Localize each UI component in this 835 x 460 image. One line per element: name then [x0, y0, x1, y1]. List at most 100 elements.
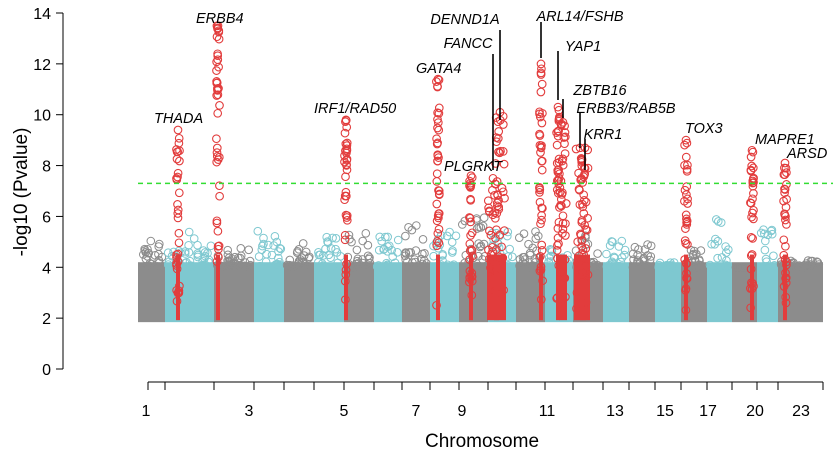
snp-point	[467, 276, 477, 286]
snp-point	[781, 215, 790, 225]
baseline-band	[430, 318, 459, 323]
snp-point	[341, 265, 351, 275]
locus-label-zbtb16: ZBTB16	[572, 83, 627, 99]
lead-snp-point	[780, 158, 790, 168]
locus-arl14-fshb-points	[535, 59, 547, 321]
snp-point	[298, 239, 308, 248]
snp-point	[561, 292, 570, 302]
snp-point	[552, 140, 562, 150]
snp-point	[580, 272, 590, 281]
snp-point	[559, 133, 569, 142]
snp-point	[554, 239, 563, 249]
locus-gata4-points	[432, 74, 444, 321]
snp-point	[466, 194, 475, 204]
snp-point	[531, 227, 540, 236]
locus-dense-band	[783, 254, 787, 321]
locus-label-erbb4: ERBB4	[196, 11, 244, 27]
snp-point	[323, 237, 332, 246]
snp-point	[331, 234, 341, 243]
snp-point	[688, 250, 698, 260]
snp-point	[341, 146, 350, 156]
snp-point	[681, 285, 690, 295]
snp-point	[223, 256, 232, 266]
snp-point	[583, 270, 593, 280]
snp-point	[746, 165, 756, 175]
snp-point	[708, 262, 718, 272]
baseline-band	[732, 318, 757, 323]
snp-point	[748, 279, 757, 288]
lead-snp-point	[558, 117, 568, 127]
snp-point	[496, 257, 506, 267]
snp-point	[780, 185, 790, 194]
snp-point	[782, 220, 791, 229]
snp-point	[299, 251, 309, 260]
snp-point	[383, 260, 392, 270]
snp-point	[184, 241, 193, 250]
snp-point	[617, 236, 627, 246]
snp-point	[474, 222, 484, 232]
snp-point	[741, 263, 751, 272]
snp-point	[374, 245, 384, 255]
lead-snp-point	[173, 125, 183, 135]
snp-point	[333, 258, 343, 268]
snp-point	[762, 257, 771, 267]
snp-point	[537, 240, 547, 250]
snp-point	[680, 140, 689, 150]
lead-snp-point	[553, 102, 563, 112]
snp-point	[628, 249, 638, 259]
snp-point	[520, 255, 530, 264]
dense-band	[655, 262, 681, 322]
snp-point	[173, 209, 183, 218]
chromosome-11-points	[458, 213, 490, 323]
snp-point	[230, 252, 240, 262]
snp-point	[270, 232, 280, 241]
snp-point	[494, 252, 504, 262]
x-tick-label-chr-3: 3	[245, 403, 254, 420]
snp-point	[536, 251, 545, 261]
lead-snp-point	[213, 21, 223, 31]
snp-point	[493, 190, 502, 199]
snp-point	[212, 143, 222, 153]
snp-point	[465, 273, 475, 283]
snp-point	[173, 200, 182, 209]
snp-point	[781, 241, 790, 251]
snp-point	[781, 292, 791, 302]
snp-point	[537, 64, 546, 74]
snp-point	[779, 235, 789, 245]
baseline-band	[655, 318, 681, 323]
locus-label-erbb3-rab5b: ERBB3/RAB5B	[576, 101, 675, 117]
snp-point	[552, 185, 562, 195]
snp-point	[282, 260, 292, 270]
snp-point	[576, 229, 585, 239]
snp-point	[681, 305, 691, 315]
snp-point	[499, 159, 509, 169]
snp-point	[146, 236, 156, 246]
snp-point	[172, 154, 182, 164]
snp-point	[486, 230, 496, 240]
snp-point	[342, 141, 352, 150]
chromosome-16-points	[602, 236, 630, 323]
snp-point	[173, 213, 183, 223]
snp-point	[558, 211, 568, 221]
baseline-band	[603, 318, 629, 323]
snp-point	[646, 241, 656, 251]
snp-point	[433, 228, 443, 238]
snp-point	[518, 258, 528, 267]
snp-point	[163, 260, 173, 269]
snp-point	[467, 290, 477, 300]
snp-point	[782, 180, 791, 189]
snp-point	[172, 264, 182, 274]
snp-point	[535, 107, 544, 117]
snp-point	[258, 241, 267, 251]
snp-point	[640, 245, 650, 254]
snp-point	[214, 84, 223, 93]
snp-point	[379, 244, 389, 254]
lead-snp-point	[747, 145, 757, 155]
snp-point	[536, 219, 545, 229]
snp-point	[682, 216, 692, 226]
locus-label-tox3: TOX3	[685, 121, 723, 137]
baseline-band	[165, 318, 214, 323]
snp-point	[781, 298, 791, 308]
dense-band	[629, 262, 655, 322]
snp-point	[695, 260, 705, 270]
